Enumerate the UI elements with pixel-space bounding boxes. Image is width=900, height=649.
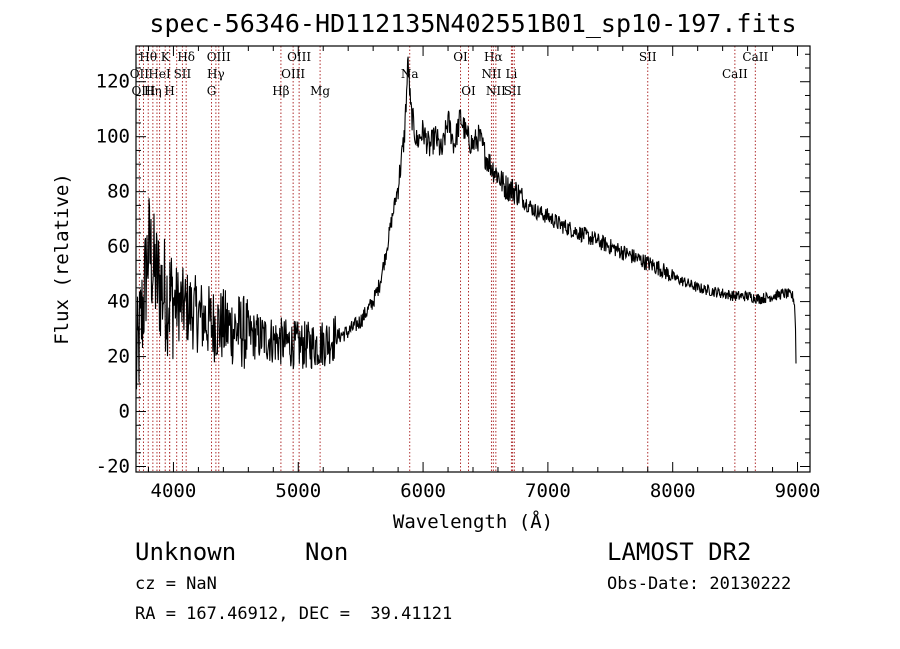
y-tick-label: 80	[107, 181, 130, 203]
y-tick-label: 120	[96, 71, 130, 93]
x-axis-label: Wavelength (Å)	[393, 510, 553, 533]
chart-title: spec-56346-HD112135N402551B01_sp10-197.f…	[149, 9, 796, 38]
y-tick-label: 100	[96, 126, 130, 148]
line-label: OIII	[207, 50, 231, 64]
x-tick-label: 8000	[650, 480, 696, 502]
y-tick-label: 0	[119, 401, 130, 423]
line-label: OI	[453, 50, 468, 64]
obs-date: Obs-Date: 20130222	[607, 574, 792, 594]
y-tick-label: -20	[96, 456, 130, 478]
line-label: SII	[639, 50, 657, 64]
line-label: Hδ	[177, 50, 195, 64]
plot-frame	[135, 45, 811, 473]
y-tick-label: 40	[107, 291, 130, 313]
x-tick-label: 5000	[275, 480, 321, 502]
object-subclass: Non	[305, 538, 349, 566]
line-label: Li	[506, 67, 518, 81]
x-tick-label: 6000	[400, 480, 446, 502]
line-label: SII	[174, 67, 192, 81]
y-tick-label: 20	[107, 346, 130, 368]
line-label: CaII	[722, 67, 748, 81]
line-label: HeI	[148, 67, 171, 81]
line-label: Hη	[144, 84, 162, 98]
line-label: H	[164, 84, 174, 98]
line-label: Hθ	[139, 50, 157, 64]
x-tick-label: 4000	[151, 480, 197, 502]
line-label: NII	[486, 84, 506, 98]
line-label: Mg	[310, 84, 330, 98]
line-label: OII	[130, 67, 150, 81]
spectrum-line	[135, 56, 797, 390]
line-label: Hβ	[272, 84, 289, 98]
line-label: CaII	[742, 50, 768, 64]
x-tick-label: 7000	[525, 480, 571, 502]
x-tick-label: 9000	[775, 480, 821, 502]
survey-name: LAMOST DR2	[607, 538, 752, 566]
line-label: OIII	[131, 84, 155, 98]
line-label: OI	[461, 84, 476, 98]
line-label: SII	[504, 84, 522, 98]
y-axis-label: Flux (relative)	[51, 173, 73, 345]
line-label: Hα	[484, 50, 503, 64]
y-tick-label: 60	[107, 236, 130, 258]
coordinates: RA = 167.46912, DEC = 39.41121	[135, 604, 453, 624]
line-label: OIII	[281, 67, 305, 81]
line-label: K	[161, 50, 171, 64]
line-label: Hγ	[207, 67, 225, 81]
axis-ticks: 4000 5000 6000 7000 8000 9000 -20 0 20 40 60 80 100 1…	[96, 46, 821, 502]
line-label: G	[207, 84, 217, 98]
object-class: Unknown	[135, 538, 237, 566]
line-label: OIII	[287, 50, 311, 64]
spectrum-series	[135, 56, 797, 390]
redshift-text: cz = NaN	[135, 574, 217, 594]
line-label: NII	[481, 67, 501, 81]
